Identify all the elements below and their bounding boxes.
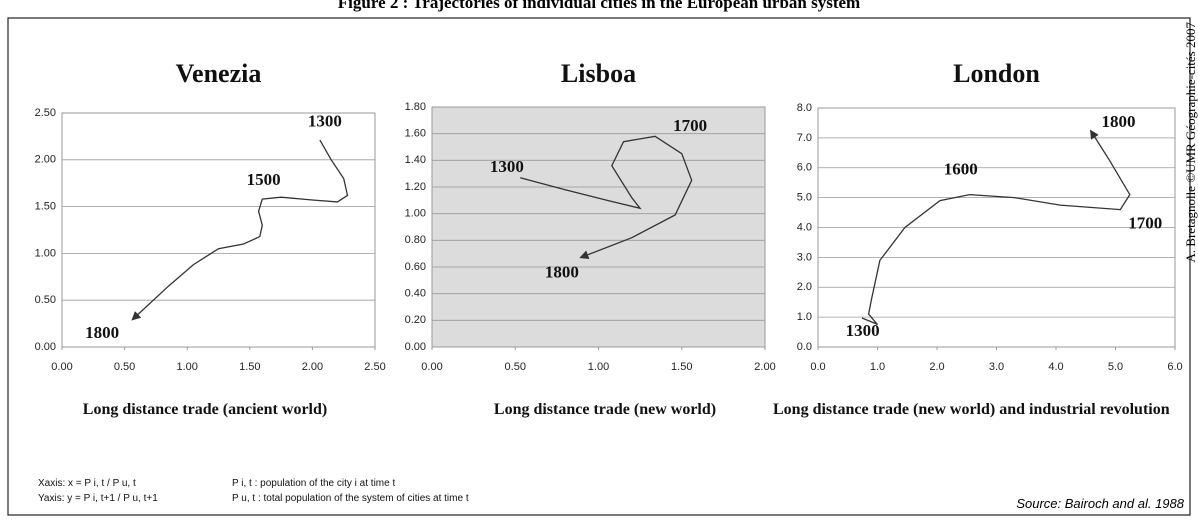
x-tick-label: 4.0 [1048,361,1063,373]
note: P u, t : total population of the system … [232,493,469,504]
x-tick-label: 1.50 [239,361,260,373]
y-tick-label: 3.0 [797,251,812,263]
annotation: 1300 [846,321,880,340]
y-tick-label: 1.50 [35,201,56,213]
x-axis-label: Long distance trade (new world) [493,401,717,418]
annotation: 1800 [85,323,119,342]
x-tick-label: 2.00 [302,361,323,373]
y-tick-label: 0.80 [405,234,426,246]
x-tick-label: 1.00 [588,361,609,373]
y-tick-label: 8.0 [797,102,812,114]
y-tick-label: 2.00 [35,154,56,166]
x-tick-label: 3.0 [989,361,1004,373]
trajectory [520,135,693,259]
chart-title: Lisboa [561,59,636,88]
trajectory [861,129,1131,326]
y-tick-label: 2.50 [35,107,56,119]
y-tick-label: 1.0 [797,311,812,323]
y-tick-label: 4.0 [797,221,812,233]
x-tick-label: 6.0 [1167,361,1182,373]
y-tick-label: 6.0 [797,162,812,174]
y-tick-label: 0.60 [405,261,426,273]
annotation: 1300 [490,157,524,176]
y-tick-label: 1.80 [405,101,426,113]
annotation: 1600 [944,160,978,179]
x-tick-label: 2.0 [929,361,944,373]
y-tick-label: 1.00 [405,208,426,220]
x-tick-label: 0.00 [51,361,72,373]
x-tick-label: 0.50 [114,361,135,373]
plot-area [431,106,766,348]
x-tick-label: 0.0 [810,361,825,373]
x-tick-label: 2.50 [364,361,385,373]
source: Source: Bairoch and al. 1988 [1016,496,1184,511]
x-tick-label: 1.0 [870,361,885,373]
note: P i, t : population of the city i at tim… [232,478,396,489]
y-tick-label: 7.0 [797,132,812,144]
annotation: 1800 [1101,112,1135,131]
y-tick-label: 0.20 [405,314,426,326]
y-tick-label: 0.50 [35,294,56,306]
x-tick-label: 1.00 [176,361,197,373]
x-axis-label: Long distance trade (ancient world) [82,401,328,418]
annotation: 1300 [308,111,342,130]
x-tick-label: 0.00 [421,361,442,373]
annotation: 1800 [545,263,579,282]
x-tick-label: 1.50 [671,361,692,373]
y-tick-label: 1.40 [405,154,426,166]
plot-area [61,112,376,348]
note: Xaxis: x = P i, t / P u, t [38,478,136,489]
y-tick-label: 0.00 [405,341,426,353]
trajectory [131,139,349,321]
y-tick-label: 1.00 [35,247,56,259]
x-tick-label: 5.0 [1108,361,1123,373]
y-tick-label: 1.60 [405,128,426,140]
annotation: 1500 [247,170,281,189]
chart-title: London [953,59,1040,88]
credit: A. Bretagnolle ©UMR Géographie-cités 200… [1183,22,1198,263]
figure-title: Figure 2 : Trajectories of individual ci… [337,0,861,12]
y-tick-label: 0.0 [797,341,812,353]
annotation: 1700 [673,116,707,135]
y-tick-label: 5.0 [797,192,812,204]
y-tick-label: 2.0 [797,281,812,293]
y-tick-label: 1.20 [405,181,426,193]
y-tick-label: 0.00 [35,341,56,353]
chart-title: Venezia [176,59,262,88]
x-tick-label: 2.00 [754,361,775,373]
y-tick-label: 0.40 [405,288,426,300]
frame [7,17,1191,516]
x-axis-label: Long distance trade (new world) and indu… [773,401,1170,418]
x-tick-label: 0.50 [505,361,526,373]
annotation: 1700 [1128,213,1162,232]
note: Yaxis: y = P i, t+1 / P u, t+1 [38,493,158,504]
